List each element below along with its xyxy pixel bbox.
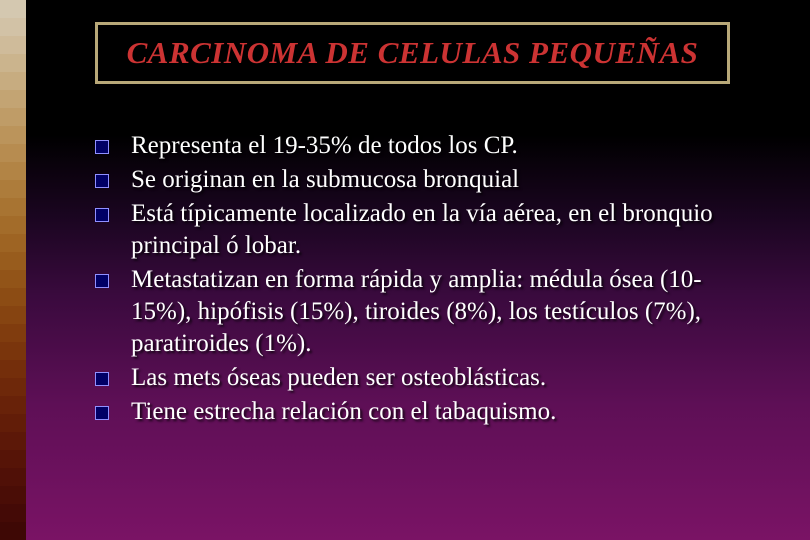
slide-title: CARCINOMA DE CELULAS PEQUEÑAS (112, 35, 713, 71)
list-item: Las mets óseas pueden ser osteoblásticas… (95, 362, 755, 394)
strip-square (0, 216, 26, 234)
strip-square (0, 234, 26, 252)
bullet-marker (95, 208, 109, 222)
strip-square (0, 198, 26, 216)
strip-square (0, 414, 26, 432)
strip-square (0, 288, 26, 306)
list-item: Metastatizan en forma rápida y amplia: m… (95, 264, 755, 360)
strip-square (0, 342, 26, 360)
strip-square (0, 378, 26, 396)
strip-square (0, 450, 26, 468)
strip-square (0, 468, 26, 486)
strip-square (0, 126, 26, 144)
strip-square (0, 180, 26, 198)
bullet-marker (95, 274, 109, 288)
strip-square (0, 144, 26, 162)
strip-square (0, 522, 26, 540)
strip-square (0, 72, 26, 90)
bullet-marker (95, 406, 109, 420)
bullet-marker (95, 174, 109, 188)
list-item: Está típicamente localizado en la vía aé… (95, 198, 755, 262)
strip-square (0, 270, 26, 288)
strip-square (0, 18, 26, 36)
strip-square (0, 108, 26, 126)
strip-square (0, 324, 26, 342)
bullet-list: Representa el 19-35% de todos los CP.Se … (95, 130, 755, 430)
title-box: CARCINOMA DE CELULAS PEQUEÑAS (95, 22, 730, 84)
bullet-text: Está típicamente localizado en la vía aé… (131, 198, 755, 262)
bullet-text: Se originan en la submucosa bronquial (131, 164, 519, 196)
bullet-text: Las mets óseas pueden ser osteoblásticas… (131, 362, 546, 394)
bullet-marker (95, 372, 109, 386)
strip-square (0, 90, 26, 108)
bullet-text: Metastatizan en forma rápida y amplia: m… (131, 264, 755, 360)
list-item: Representa el 19-35% de todos los CP. (95, 130, 755, 162)
strip-square (0, 306, 26, 324)
strip-square (0, 486, 26, 504)
bullet-text: Tiene estrecha relación con el tabaquism… (131, 396, 556, 428)
strip-square (0, 162, 26, 180)
strip-square (0, 360, 26, 378)
strip-square (0, 432, 26, 450)
left-decorative-strip (0, 0, 26, 540)
strip-square (0, 0, 26, 18)
list-item: Tiene estrecha relación con el tabaquism… (95, 396, 755, 428)
list-item: Se originan en la submucosa bronquial (95, 164, 755, 196)
strip-square (0, 252, 26, 270)
bullet-text: Representa el 19-35% de todos los CP. (131, 130, 518, 162)
strip-square (0, 504, 26, 522)
strip-square (0, 36, 26, 54)
strip-square (0, 396, 26, 414)
bullet-marker (95, 140, 109, 154)
strip-square (0, 54, 26, 72)
